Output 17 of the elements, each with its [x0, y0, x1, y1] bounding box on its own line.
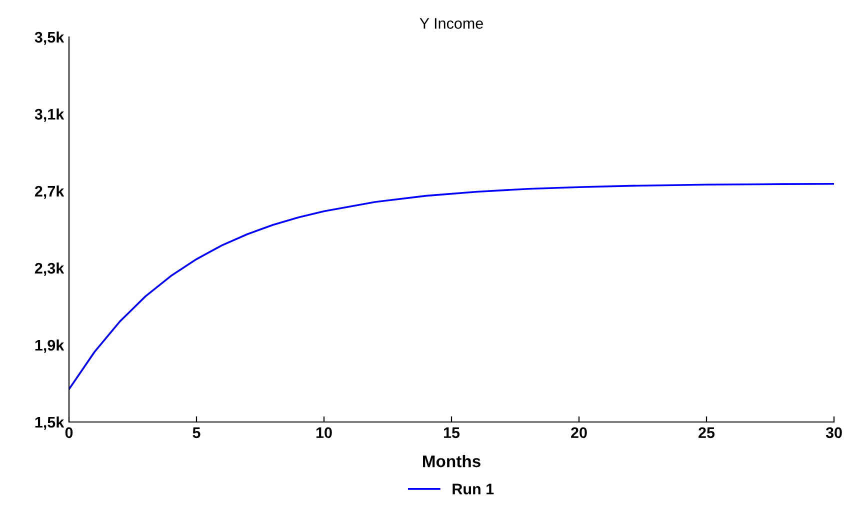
line-series [69, 182, 834, 390]
legend-label: Run 1 [452, 484, 494, 494]
x-tick-label: 5 [192, 427, 200, 438]
x-tick-label: 10 [316, 427, 332, 438]
x-tick-label: 0 [65, 427, 73, 438]
y-tick-label: 3,1k [34, 108, 64, 122]
chart-title: Y Income [420, 18, 483, 29]
x-tick-label: 15 [444, 427, 460, 438]
x-tick-label: 25 [698, 427, 715, 438]
x-tick-label: 20 [571, 427, 587, 438]
x-tick-label: 30 [826, 427, 842, 438]
y-tick-label: 1,9k [35, 339, 64, 353]
y-tick-label: 2,7k [34, 185, 64, 199]
x-axis-title: Months [422, 454, 480, 468]
y-tick-label: 1,5k [35, 416, 64, 430]
y-tick-label: 2,3k [34, 262, 64, 276]
y-tick-label: 3,5k [34, 31, 64, 45]
